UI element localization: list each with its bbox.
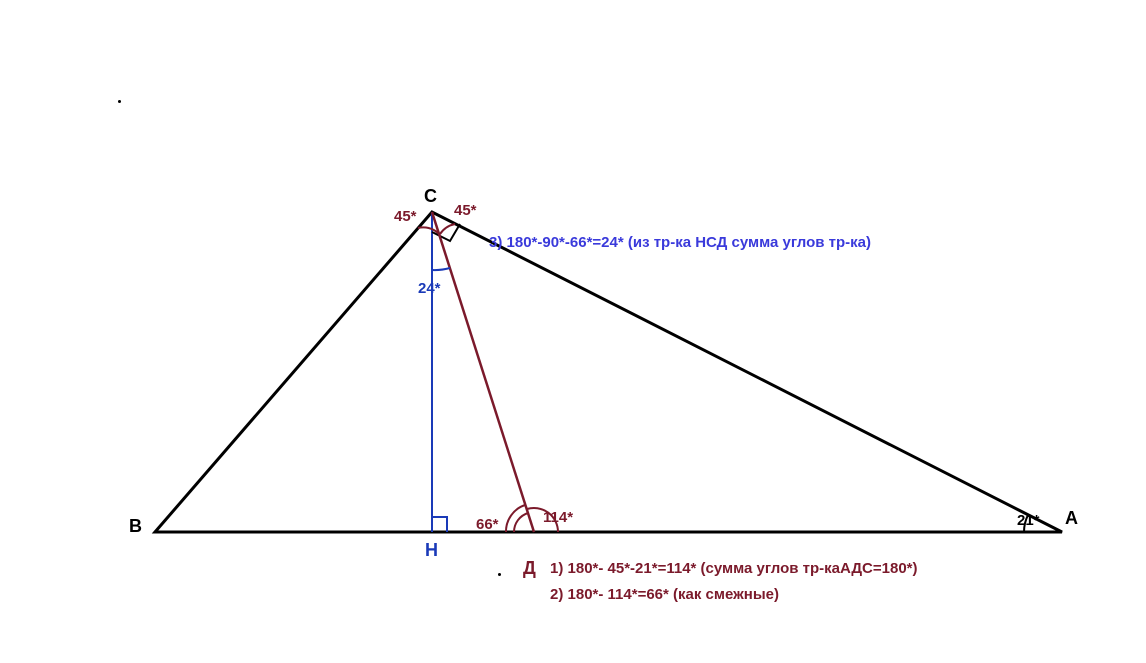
step-3-text: 3) 180*-90*-66*=24* (из тр-ка НСД сумма … [489,234,871,251]
arc-d-66-outer [506,505,525,532]
arc-c-right [440,224,455,234]
arc-c-inner [432,268,450,270]
angle-c-left: 45* [394,208,417,225]
angle-c-right: 45* [454,202,477,219]
vertex-label-b: B [129,516,142,537]
arc-d-66-inner [514,513,528,532]
vertex-label-c: C [424,186,437,207]
vertex-label-a: A [1065,508,1078,529]
angle-a-21: 21* [1017,512,1040,529]
vertex-label-d: Д [523,558,536,579]
angle-c-inner: 24* [418,280,441,297]
arc-c-left [418,227,438,233]
vertex-label-h: H [425,540,438,561]
stray-dot [118,100,121,103]
angle-d-66: 66* [476,516,499,533]
right-angle-marker-h [432,517,447,532]
stray-dot [498,573,501,576]
triangle-abc [155,212,1062,532]
step-1-text: 1) 180*- 45*-21*=114* (сумма углов тр-ка… [550,560,918,577]
step-2-text: 2) 180*- 114*=66* (как смежные) [550,586,779,603]
bisector-cd [432,212,534,532]
angle-d-114: 114* [543,509,573,526]
